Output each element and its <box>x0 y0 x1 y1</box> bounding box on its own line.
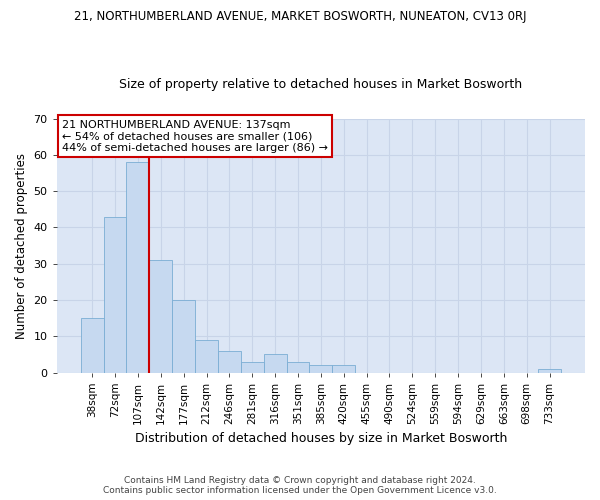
Bar <box>218 350 241 372</box>
Bar <box>172 300 195 372</box>
Bar <box>195 340 218 372</box>
Text: Contains HM Land Registry data © Crown copyright and database right 2024.
Contai: Contains HM Land Registry data © Crown c… <box>103 476 497 495</box>
Y-axis label: Number of detached properties: Number of detached properties <box>15 152 28 338</box>
Bar <box>332 366 355 372</box>
Text: 21 NORTHUMBERLAND AVENUE: 137sqm
← 54% of detached houses are smaller (106)
44% : 21 NORTHUMBERLAND AVENUE: 137sqm ← 54% o… <box>62 120 328 153</box>
Bar <box>81 318 104 372</box>
Bar <box>241 362 263 372</box>
X-axis label: Distribution of detached houses by size in Market Bosworth: Distribution of detached houses by size … <box>134 432 507 445</box>
Bar <box>104 216 127 372</box>
Bar <box>149 260 172 372</box>
Bar <box>310 366 332 372</box>
Text: 21, NORTHUMBERLAND AVENUE, MARKET BOSWORTH, NUNEATON, CV13 0RJ: 21, NORTHUMBERLAND AVENUE, MARKET BOSWOR… <box>74 10 526 23</box>
Bar <box>127 162 149 372</box>
Bar <box>287 362 310 372</box>
Bar <box>538 369 561 372</box>
Title: Size of property relative to detached houses in Market Bosworth: Size of property relative to detached ho… <box>119 78 523 91</box>
Bar <box>263 354 287 372</box>
